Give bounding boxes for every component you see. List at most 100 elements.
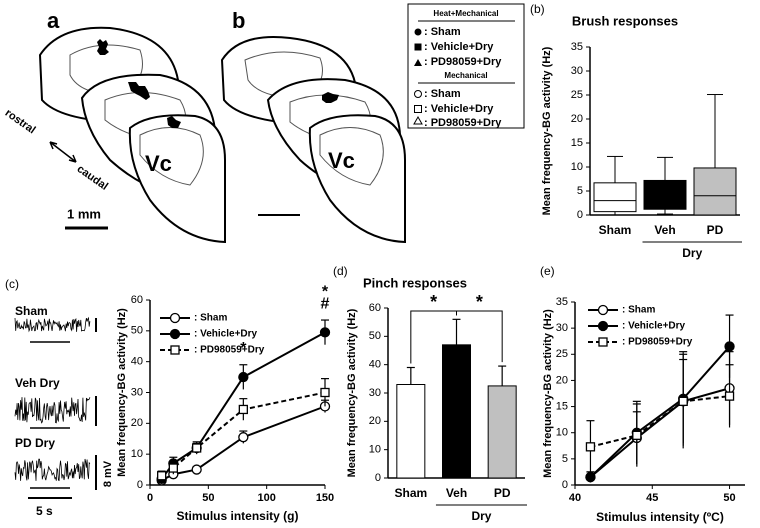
group-label: Dry <box>682 246 702 260</box>
x-tick-label: Sham <box>394 486 427 500</box>
x-tick-label: 150 <box>316 492 334 504</box>
legend-entry: : Vehicle+Dry <box>424 103 494 115</box>
scale-label: 1 mm <box>67 206 101 221</box>
y-axis-label: Mean frequency-BG activity (Hz) <box>116 308 128 477</box>
brain-sections <box>38 26 406 244</box>
x-tick-label: 50 <box>202 492 214 504</box>
x-tick-label: 100 <box>257 492 275 504</box>
legend-entry: : Sham <box>194 313 227 324</box>
legend-marker <box>597 304 609 316</box>
y-tick-label: 25 <box>571 89 583 101</box>
y-tick-label: 30 <box>571 65 583 77</box>
y-tick-label: 0 <box>562 479 568 491</box>
y-tick-label: 50 <box>369 330 381 342</box>
group-label: Dry <box>471 509 491 523</box>
region-label: Vc <box>328 148 355 173</box>
y-tick-label: 40 <box>131 356 143 368</box>
x-axis-label: Stimulus intensity (g) <box>176 509 298 523</box>
x-tick-label: PD <box>707 223 724 237</box>
box <box>593 182 637 213</box>
marker <box>238 432 249 443</box>
panel-label: a <box>47 8 60 33</box>
y-tick-label: 20 <box>571 113 583 125</box>
legend-entry: : PD98059+Dry <box>194 345 265 356</box>
legend-entry: : PD98059+Dry <box>622 337 693 348</box>
panel-label: (d) <box>333 264 348 278</box>
marker <box>192 443 202 453</box>
marker <box>238 404 248 415</box>
y-tick-label: 0 <box>375 472 381 484</box>
annotation: * <box>240 340 247 357</box>
trace-label: Sham <box>15 304 48 318</box>
y-tick-label: 20 <box>131 417 143 429</box>
x-tick-label: 50 <box>723 492 735 504</box>
y-tick-label: 35 <box>556 296 568 308</box>
y-tick-label: 20 <box>369 415 381 427</box>
y-tick-label: 60 <box>131 294 143 306</box>
y-tick-label: 30 <box>556 322 568 334</box>
marker <box>585 442 596 452</box>
legend-entry: : PD98059+Dry <box>424 56 502 68</box>
annotation: # <box>321 295 330 312</box>
y-tick-label: 10 <box>571 161 583 173</box>
marker <box>238 371 249 383</box>
y-tick-label: 0 <box>137 479 143 491</box>
legend-marker <box>170 345 180 355</box>
y-tick-label: 5 <box>562 453 568 465</box>
y-tick-label: 10 <box>131 448 143 460</box>
annotation: * <box>430 292 437 312</box>
marker <box>319 327 331 338</box>
legend-entry: : Sham <box>424 26 461 38</box>
y-tick-label: 10 <box>556 427 568 439</box>
legend-entry: : Sham <box>424 88 461 100</box>
y-tick-label: 30 <box>131 386 143 398</box>
scale-label: 8 mV <box>102 460 114 487</box>
legend-marker <box>169 328 181 340</box>
y-tick-label: 30 <box>369 387 381 399</box>
trace-label: PD Dry <box>15 436 55 450</box>
legend-title: Mechanical <box>444 71 487 80</box>
traces <box>14 316 97 499</box>
trace <box>14 397 91 424</box>
panel-label: (c) <box>5 277 19 291</box>
marker <box>632 430 642 440</box>
chart-title: Brush responses <box>572 13 678 28</box>
y-tick-label: 25 <box>556 348 568 360</box>
marker <box>168 463 178 473</box>
y-tick-label: 15 <box>571 137 583 149</box>
direction-label: rostral <box>3 107 38 136</box>
x-tick-label: Veh <box>654 223 675 237</box>
series-line <box>590 395 730 448</box>
y-tick-label: 35 <box>571 41 583 53</box>
panel-label: b <box>232 8 245 33</box>
y-axis-label: Mean frequency-BG activity (Hz) <box>541 46 553 215</box>
legend-entry: : PD98059+Dry <box>424 117 502 129</box>
direction-label: caudal <box>75 163 110 193</box>
series-line <box>589 387 730 478</box>
box <box>643 179 687 210</box>
legend-marker <box>169 312 181 324</box>
y-tick-label: 50 <box>131 325 143 337</box>
panel-label: (e) <box>540 264 555 278</box>
legend-entry: : Vehicle+Dry <box>194 329 258 340</box>
legend-title: Heat+Mechanical <box>433 9 498 18</box>
scale-label: 5 s <box>36 504 53 518</box>
annotation: * <box>476 292 483 312</box>
bar <box>442 344 471 479</box>
bar <box>487 385 517 479</box>
marker <box>585 472 596 483</box>
y-tick-label: 60 <box>369 302 381 314</box>
x-tick-label: PD <box>494 486 511 500</box>
series-line <box>589 345 731 478</box>
marker <box>724 391 735 401</box>
y-axis-label: Mean frequency-BG activity (Hz) <box>346 308 358 477</box>
x-tick-label: 0 <box>147 492 153 504</box>
x-tick-label: Sham <box>599 223 632 237</box>
legend-entry: : Vehicle+Dry <box>424 41 494 53</box>
y-tick-label: 20 <box>556 374 568 386</box>
marker <box>320 387 330 398</box>
chart-title: Pinch responses <box>363 275 467 290</box>
y-tick-label: 10 <box>369 444 381 456</box>
x-tick-label: 45 <box>646 492 658 504</box>
